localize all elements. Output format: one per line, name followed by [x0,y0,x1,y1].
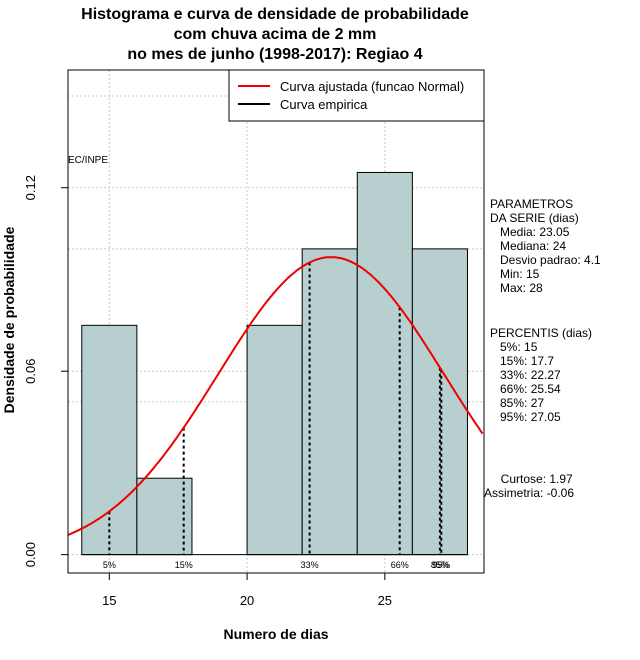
percentile-label-0: 5% [103,560,116,570]
y-tick-label-1: 0.06 [23,359,38,384]
y-axis: 0.00 0.06 0.12 [23,175,68,567]
percentile-5: 5%: 15 [490,340,538,354]
histogram-bar-3 [246,324,303,556]
percentile-label-3: 66% [391,560,409,570]
legend-label-fitted: Curva ajustada (funcao Normal) [280,79,464,94]
x-axis: 15 20 25 [102,573,392,608]
y-axis-label: Densidade de probabilidade [1,226,17,413]
x-tick-label-0: 15 [102,593,116,608]
percentile-15: 15%: 17.7 [490,354,555,368]
x-tick-label-1: 20 [240,593,254,608]
percentile-66: 66%: 25.54 [490,382,561,396]
parameter-min: Min: 15 [490,267,540,281]
percentile-label-4: 85% [431,560,449,570]
legend-box [228,69,485,122]
watermark: EC/INPE [68,155,108,166]
percentile-95: 95%: 27.05 [490,410,561,424]
histogram-bar-0 [81,324,138,556]
percentile-33: 33%: 22.27 [490,368,561,382]
kurtosis: Curtose: 1.97 [484,472,573,486]
chart-title-line-2: com chuva acima de 2 mm [173,26,377,43]
x-axis-label: Numero de dias [223,626,328,642]
chart-title-line-1: Histograma e curva de densidade de proba… [81,6,469,23]
y-tick-label-2: 0.12 [23,175,38,200]
x-tick-label-2: 25 [378,593,392,608]
parameter-mean: Media: 23.05 [490,225,570,239]
parameter-median: Mediana: 24 [490,239,567,253]
legend: Curva ajustada (funcao Normal) Curva emp… [228,69,485,122]
percentile-85: 85%: 27 [490,396,545,410]
parameters-title: PARAMETROS [490,197,574,211]
percentile-label-2: 33% [301,560,319,570]
parameter-sd: Desvio padrao: 4.1 [490,253,601,267]
histogram-bar-6 [411,248,468,556]
legend-label-empirical: Curva empirica [280,97,368,112]
percentile-label-5: 95% [432,560,450,570]
parameters-subtitle: DA SERIE (dias) [490,211,579,225]
parameter-max: Max: 28 [490,281,543,295]
chart-title-line-3: no mes de junho (1998-2017): Regiao 4 [127,46,423,63]
normal-curve [67,256,484,536]
histogram-bar-5 [356,171,413,556]
percentiles-title: PERCENTIS (dias) [490,326,593,340]
percentile-lines: 5% 15% 33% 66% 85%95% [103,262,450,570]
percentile-label-1: 15% [175,560,193,570]
histogram-bars [81,171,468,556]
skewness: Assimetria: -0.06 [484,486,575,500]
y-tick-label-0: 0.00 [23,542,38,567]
